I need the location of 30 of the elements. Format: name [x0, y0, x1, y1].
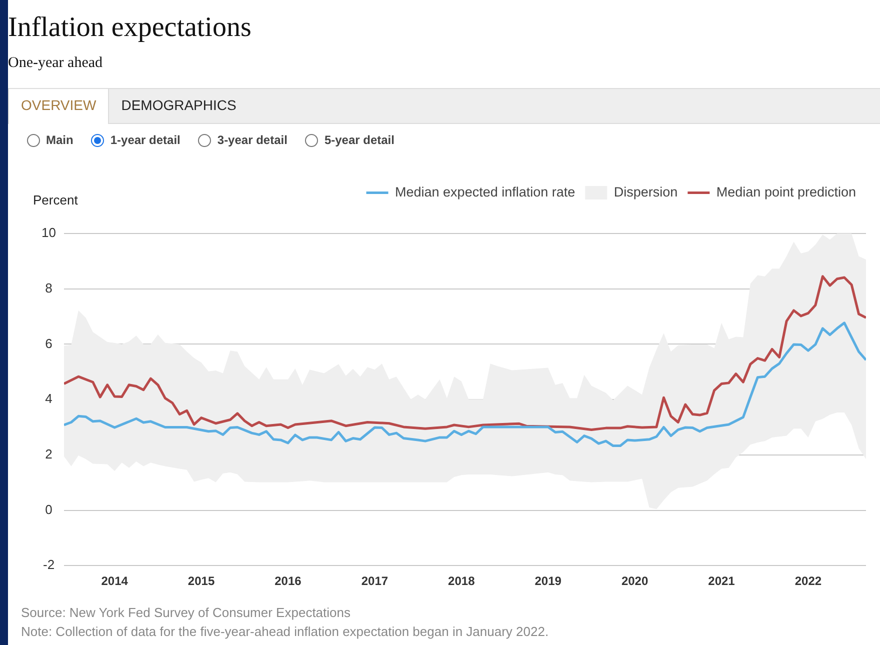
- source-note: Source: New York Fed Survey of Consumer Expectations: [21, 604, 352, 622]
- x-tick-label: 2022: [794, 574, 822, 588]
- text: Note: Collection of data for the five-year-ahead inflation expectation began in January 2022.: [21, 623, 549, 641]
- y-tick-label: 8: [45, 280, 52, 296]
- chart-subtitle: One-year ahead: [8, 55, 103, 72]
- y-tick-label: 10: [42, 225, 56, 240]
- y-tick-label: 6: [45, 336, 52, 351]
- y-tick-label: 0: [45, 502, 52, 517]
- legend-label: Median point prediction: [716, 184, 856, 200]
- x-tick-label: 2017: [361, 574, 388, 588]
- text: OVERVIEW: [8, 89, 110, 124]
- x-tick-label: 2021: [708, 574, 736, 588]
- y-axis-title: Percent: [33, 192, 78, 208]
- x-tick-label: 2015: [188, 574, 215, 588]
- x-tick-label: 2018: [448, 574, 476, 588]
- y-tick-label: 2: [45, 446, 52, 462]
- x-tick-label: 2019: [534, 574, 562, 588]
- text: DEMOGRAPHICS: [120, 96, 238, 115]
- text: Main: [46, 133, 74, 147]
- legend-label: Dispersion: [614, 184, 678, 200]
- text: 3-year detail: [217, 133, 288, 147]
- chart-title: Inflation expectations: [8, 12, 252, 44]
- x-tick-label: 2014: [101, 574, 128, 588]
- legend-label: Median expected inflation rate: [395, 184, 576, 200]
- y-tick-label: 4: [45, 391, 52, 406]
- x-tick-label: 2016: [274, 574, 302, 588]
- text: 5-year detail: [324, 133, 394, 147]
- y-tick-label: -2: [42, 557, 55, 572]
- x-tick-label: 2020: [621, 574, 648, 588]
- text: 1-year detail: [110, 133, 180, 147]
